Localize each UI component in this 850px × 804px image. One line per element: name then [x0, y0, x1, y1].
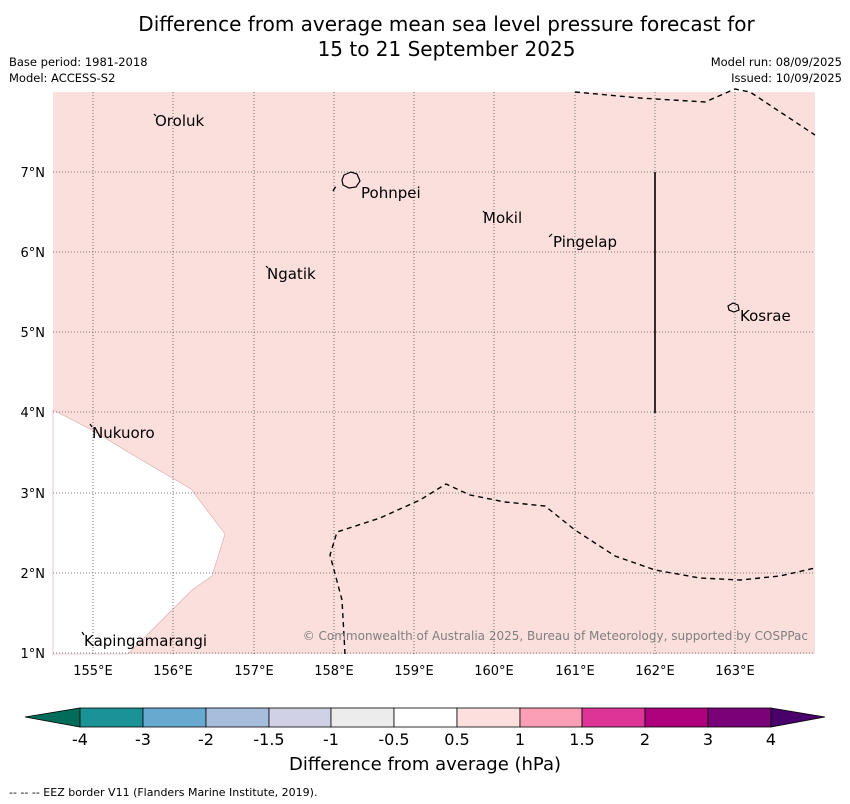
colorbar-tick: 1.5 — [569, 730, 594, 749]
place-labels: Oroluk Pohnpei Mokil Pingelap Ngatik Kos… — [84, 112, 791, 650]
colorbar-tick: -1 — [323, 730, 339, 749]
lon-labels: 155°E 156°E 157°E 158°E 159°E 160°E 161°… — [73, 664, 755, 679]
title-line-2: 15 to 21 September 2025 — [317, 37, 576, 61]
colorbar-tick: 3 — [703, 730, 713, 749]
lon-label: 155°E — [73, 664, 113, 679]
colorbar-swatch — [456, 707, 521, 728]
issued-date: Issued: 10/09/2025 — [731, 71, 842, 85]
colorbar-tick: 1 — [515, 730, 525, 749]
colorbar-swatch — [581, 707, 646, 728]
lat-label: 5°N — [21, 326, 46, 341]
colorbar-tick: 4 — [766, 730, 776, 749]
meta-left: Base period: 1981-2018 Model: ACCESS-S2 — [9, 54, 148, 86]
place-kapingamarangi: Kapingamarangi — [84, 632, 207, 650]
colorbar-tick: -3 — [135, 730, 151, 749]
ngatik-mark — [265, 265, 269, 269]
title-line-1: Difference from average mean sea level p… — [138, 12, 755, 36]
no-data-region — [52, 409, 226, 655]
colorbar-tick: 0.5 — [444, 730, 469, 749]
colorbar-swatch — [707, 707, 772, 728]
map-area — [52, 92, 815, 655]
colorbar-swatch — [330, 707, 395, 728]
lon-label: 160°E — [474, 664, 514, 679]
lat-label: 1°N — [21, 647, 46, 662]
oroluk-mark — [153, 113, 157, 117]
lon-label: 157°E — [234, 664, 274, 679]
kosrae-outline — [727, 302, 740, 313]
model-name: Model: ACCESS-S2 — [9, 71, 116, 85]
lat-label: 6°N — [21, 246, 46, 261]
colorbar — [24, 707, 826, 728]
lon-label: 156°E — [153, 664, 193, 679]
colorbar-tick: 2 — [640, 730, 650, 749]
islands — [81, 113, 740, 636]
place-oroluk: Oroluk — [155, 112, 204, 130]
model-run: Model run: 08/09/2025 — [710, 55, 842, 69]
lat-label: 2°N — [21, 567, 46, 582]
colorbar-tick: -2 — [198, 730, 214, 749]
place-kosrae: Kosrae — [740, 307, 791, 325]
eez-pohnpei — [332, 185, 337, 192]
colorbar-swatch — [393, 707, 458, 728]
colorbar-tick: -4 — [72, 730, 88, 749]
place-mokil: Mokil — [483, 209, 522, 227]
place-nukuoro: Nukuoro — [92, 424, 155, 442]
colorbar-tick: -1.5 — [253, 730, 284, 749]
eez-top — [574, 88, 816, 136]
colorbar-swatch — [79, 707, 144, 728]
lat-label: 7°N — [21, 166, 46, 181]
lat-label: 3°N — [21, 487, 46, 502]
pohnpei-outline — [341, 171, 361, 189]
eez-borders — [329, 88, 816, 655]
colorbar-extend-left — [24, 707, 81, 728]
meta-right: Model run: 08/09/2025 Issued: 10/09/2025 — [711, 54, 842, 86]
lat-labels: 7°N 6°N 5°N 4°N 3°N 2°N 1°N — [21, 166, 46, 662]
lon-label: 163°E — [715, 664, 755, 679]
copyright-text: © Commonwealth of Australia 2025, Bureau… — [303, 629, 808, 643]
colorbar-swatch — [644, 707, 709, 728]
chart-title: Difference from average mean sea level p… — [0, 12, 850, 62]
place-pingelap: Pingelap — [553, 233, 617, 251]
pingelap-mark — [548, 233, 553, 238]
colorbar-swatch — [268, 707, 332, 728]
colorbar-swatch — [142, 707, 207, 728]
colorbar-swatch — [519, 707, 583, 728]
colorbar-ticks: -4 -3 -2 -1.5 -1 -0.5 0.5 1 1.5 2 3 4 — [72, 730, 776, 749]
colorbar-tick: -0.5 — [378, 730, 409, 749]
mokil-mark — [482, 210, 486, 214]
lon-label: 161°E — [555, 664, 595, 679]
footnote: -- -- -- EEZ border V11 (Flanders Marine… — [9, 786, 318, 799]
base-period: Base period: 1981-2018 — [9, 55, 148, 69]
kapinga-mark — [81, 631, 85, 636]
place-pohnpei: Pohnpei — [361, 184, 421, 202]
colorbar-swatch — [205, 707, 270, 728]
place-ngatik: Ngatik — [267, 265, 316, 283]
lon-label: 159°E — [394, 664, 434, 679]
lon-label: 162°E — [635, 664, 675, 679]
lon-label: 158°E — [314, 664, 354, 679]
nukuoro-mark — [89, 423, 93, 428]
colorbar-title: Difference from average (hPa) — [288, 754, 562, 775]
lat-label: 4°N — [21, 406, 46, 421]
colorbar-extend-right — [770, 707, 826, 728]
eez-bottom — [329, 483, 816, 655]
